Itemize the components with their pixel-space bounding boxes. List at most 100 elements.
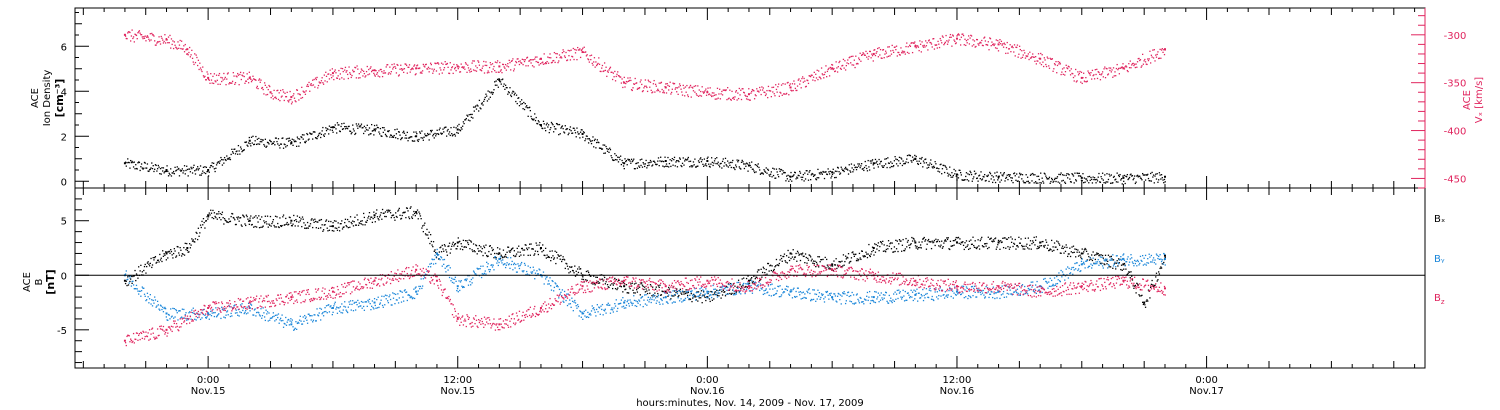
bx-sample [814,260,816,262]
by-sample [135,288,137,290]
vx-speed-sample [787,81,789,84]
vx-speed-sample [452,72,454,75]
vx-speed-sample [240,78,242,81]
by-sample [429,263,431,265]
vx-speed-sample [365,70,368,73]
ion-density-sample [873,167,875,169]
vx-speed-sample [490,63,492,66]
vx-speed-sample [784,83,786,85]
ion-density-sample [963,179,965,181]
vx-speed-sample [801,77,803,80]
ion-density-sample [294,140,296,142]
bx-sample [644,286,646,288]
ion-density-sample [938,167,940,170]
bx-sample [693,296,695,298]
by-sample [549,277,551,279]
ion-density-sample [555,122,558,125]
vx-speed-sample [1091,69,1094,72]
ion-density-sample [451,135,454,137]
by-sample [357,306,360,308]
ion-density-sample [568,132,570,134]
by-sample [197,313,200,315]
bx-sample [1003,237,1005,239]
bx-sample [508,250,510,252]
vx-speed-sample [572,47,574,50]
vx-speed-sample [745,98,748,100]
by-sample [558,288,561,291]
ion-density-sample [196,168,198,170]
by-sample [222,309,224,311]
bx-sample [620,286,623,288]
vx-speed-sample [907,46,909,48]
ion-density-sample [202,170,204,172]
bx-sample [641,284,644,286]
bx-sample [188,251,190,253]
ion-density-sample [760,172,762,175]
vx-speed-sample [704,90,706,92]
bx-sample [832,269,834,272]
ion-density-sample [868,166,870,168]
vx-speed-sample [526,57,528,59]
ion-density-sample [668,162,671,165]
ion-density-sample [1113,175,1115,178]
vx-speed-sample [456,64,458,66]
by-sample [394,302,396,305]
bx-sample [456,248,458,250]
bx-sample [274,215,277,217]
ion-density-sample [306,133,309,136]
vx-speed-sample [800,87,802,89]
ion-density-sample [535,116,537,119]
ion-density-sample [844,168,846,170]
ion-density-sample [601,148,604,150]
vx-speed-sample [628,80,630,82]
vx-speed-sample [1061,68,1064,70]
bx-sample [943,240,946,242]
bx-sample [554,250,556,252]
bx-sample [1136,283,1139,285]
vx-speed-sample [234,81,237,84]
vx-speed-sample [320,82,322,84]
bx-sample [389,212,392,214]
bx-sample [444,245,446,247]
by-sample [271,317,273,319]
ion-density-sample [773,168,775,170]
bx-sample [371,221,374,224]
vx-speed-sample [488,66,491,69]
by-sample [279,319,281,321]
bx-sample [1117,258,1120,260]
vx-speed-sample [241,74,243,76]
by-sample [169,318,171,320]
ion-density-sample [1136,174,1139,176]
ion-density-sample [146,163,149,165]
ion-density-sample [1146,174,1148,176]
vx-speed-sample [997,39,999,42]
vx-speed-sample [738,87,740,90]
ion-density-sample [834,170,837,172]
vx-speed-sample [886,56,888,58]
by-sample [421,285,424,287]
vx-speed-sample [1072,73,1074,75]
ion-density-sample [499,80,501,83]
by-sample [349,300,352,302]
vx-speed-sample [224,76,226,79]
ion-density-sample [1050,180,1052,183]
bx-sample [558,255,561,257]
bx-sample [890,242,892,244]
by-sample [407,294,409,296]
ion-density-sample [213,162,215,164]
by-sample [188,312,190,314]
ion-density-sample [683,164,685,166]
vx-speed-sample [1057,60,1059,63]
by-sample [243,312,245,315]
bx-sample [867,253,869,255]
ion-density-sample [762,173,764,175]
bx-sample [1144,304,1146,306]
bx-sample [862,255,864,257]
vx-speed-sample [842,64,844,67]
ion-density-sample [405,137,408,139]
ion-density-sample [1109,175,1111,177]
bx-sample [241,225,243,227]
ion-density-sample [935,163,937,165]
ion-density-sample [201,172,203,175]
vx-speed-sample [226,73,229,75]
